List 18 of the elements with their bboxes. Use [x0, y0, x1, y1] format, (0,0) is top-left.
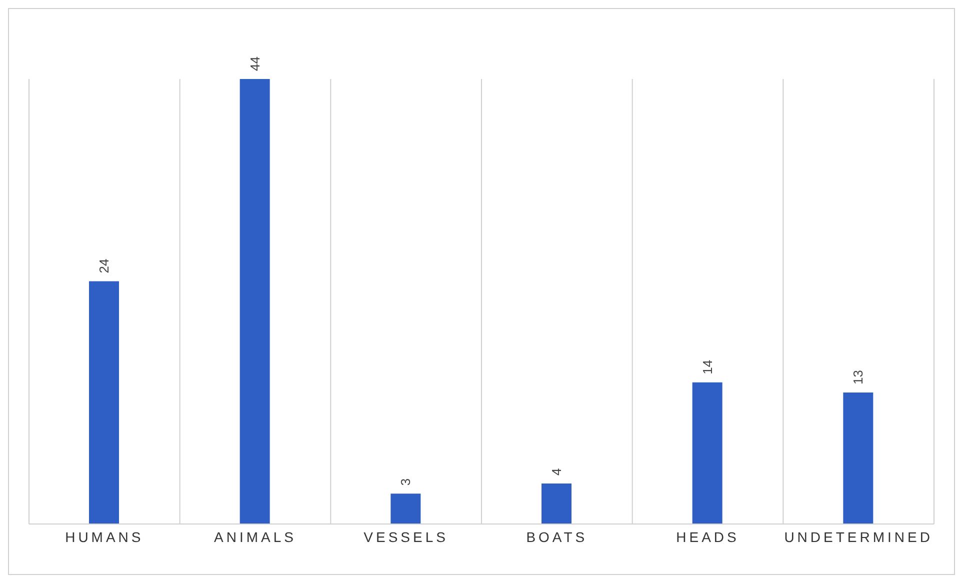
bar: [390, 494, 421, 524]
x-tick-label: HUMANS: [65, 528, 144, 545]
x-tick-label: UNDETERMINED: [784, 528, 933, 545]
x-tick-label: VESSELS: [364, 528, 448, 545]
data-label: 4: [549, 468, 564, 476]
data-label: 14: [700, 360, 715, 374]
bar: [89, 281, 119, 524]
bar: [542, 484, 572, 524]
x-tick-label: HEADS: [676, 528, 740, 545]
data-label: 24: [96, 258, 112, 274]
bar: [692, 382, 722, 524]
data-label: 3: [398, 478, 414, 486]
x-tick-label: ANIMALS: [214, 528, 296, 545]
data-label: 13: [850, 370, 866, 385]
data-label: 44: [247, 56, 262, 71]
bar: [843, 392, 874, 524]
bar: [240, 79, 270, 524]
x-tick-label: BOATS: [526, 528, 588, 545]
